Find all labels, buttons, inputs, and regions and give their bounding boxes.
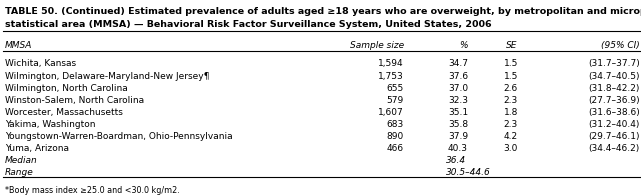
Text: 37.6: 37.6 bbox=[448, 72, 468, 81]
Text: Wichita, Kansas: Wichita, Kansas bbox=[5, 59, 76, 68]
Text: Sample size: Sample size bbox=[350, 41, 404, 50]
Text: 1.8: 1.8 bbox=[504, 108, 518, 117]
Text: 30.5–44.6: 30.5–44.6 bbox=[445, 168, 490, 177]
Text: 40.3: 40.3 bbox=[448, 144, 468, 153]
Text: 35.1: 35.1 bbox=[448, 108, 468, 117]
Text: 1,607: 1,607 bbox=[378, 108, 404, 117]
Text: Wilmington, Delaware-Maryland-New Jersey¶: Wilmington, Delaware-Maryland-New Jersey… bbox=[5, 72, 210, 81]
Text: 2.3: 2.3 bbox=[504, 96, 518, 105]
Text: Wilmington, North Carolina: Wilmington, North Carolina bbox=[5, 84, 128, 93]
Text: (31.6–38.6): (31.6–38.6) bbox=[588, 108, 640, 117]
Text: *Body mass index ≥25.0 and <30.0 kg/m2.: *Body mass index ≥25.0 and <30.0 kg/m2. bbox=[5, 186, 180, 195]
Text: 4.2: 4.2 bbox=[504, 132, 518, 141]
Text: (27.7–36.9): (27.7–36.9) bbox=[588, 96, 640, 105]
Text: (34.4–46.2): (34.4–46.2) bbox=[588, 144, 640, 153]
Text: (34.7–40.5): (34.7–40.5) bbox=[588, 72, 640, 81]
Text: 1.5: 1.5 bbox=[504, 72, 518, 81]
Text: Yuma, Arizona: Yuma, Arizona bbox=[5, 144, 69, 153]
Text: SE: SE bbox=[506, 41, 518, 50]
Text: statistical area (MMSA) — Behavioral Risk Factor Surveillance System, United Sta: statistical area (MMSA) — Behavioral Ris… bbox=[5, 20, 492, 29]
Text: Yakima, Washington: Yakima, Washington bbox=[5, 120, 96, 129]
Text: 37.9: 37.9 bbox=[448, 132, 468, 141]
Text: (95% CI): (95% CI) bbox=[601, 41, 640, 50]
Text: 35.8: 35.8 bbox=[448, 120, 468, 129]
Text: 34.7: 34.7 bbox=[448, 59, 468, 68]
Text: 1.5: 1.5 bbox=[504, 59, 518, 68]
Text: 2.3: 2.3 bbox=[504, 120, 518, 129]
Text: 655: 655 bbox=[387, 84, 404, 93]
Text: Range: Range bbox=[5, 168, 34, 177]
Text: 32.3: 32.3 bbox=[448, 96, 468, 105]
Text: 3.0: 3.0 bbox=[504, 144, 518, 153]
Text: Winston-Salem, North Carolina: Winston-Salem, North Carolina bbox=[5, 96, 144, 105]
Text: 466: 466 bbox=[387, 144, 404, 153]
Text: Worcester, Massachusetts: Worcester, Massachusetts bbox=[5, 108, 123, 117]
Text: 37.0: 37.0 bbox=[448, 84, 468, 93]
Text: 1,594: 1,594 bbox=[378, 59, 404, 68]
Text: (31.2–40.4): (31.2–40.4) bbox=[588, 120, 640, 129]
Text: Youngstown-Warren-Boardman, Ohio-Pennsylvania: Youngstown-Warren-Boardman, Ohio-Pennsyl… bbox=[5, 132, 233, 141]
Text: MMSA: MMSA bbox=[5, 41, 33, 50]
Text: 1,753: 1,753 bbox=[378, 72, 404, 81]
Text: Median: Median bbox=[5, 156, 38, 165]
Text: 683: 683 bbox=[387, 120, 404, 129]
Text: 579: 579 bbox=[387, 96, 404, 105]
Text: TABLE 50. (Continued) Estimated prevalence of adults aged ≥18 years who are over: TABLE 50. (Continued) Estimated prevalen… bbox=[5, 7, 641, 16]
Text: (31.8–42.2): (31.8–42.2) bbox=[588, 84, 640, 93]
Text: (31.7–37.7): (31.7–37.7) bbox=[588, 59, 640, 68]
Text: 2.6: 2.6 bbox=[504, 84, 518, 93]
Text: (29.7–46.1): (29.7–46.1) bbox=[588, 132, 640, 141]
Text: 36.4: 36.4 bbox=[445, 156, 465, 165]
Text: 890: 890 bbox=[387, 132, 404, 141]
Text: %: % bbox=[460, 41, 468, 50]
